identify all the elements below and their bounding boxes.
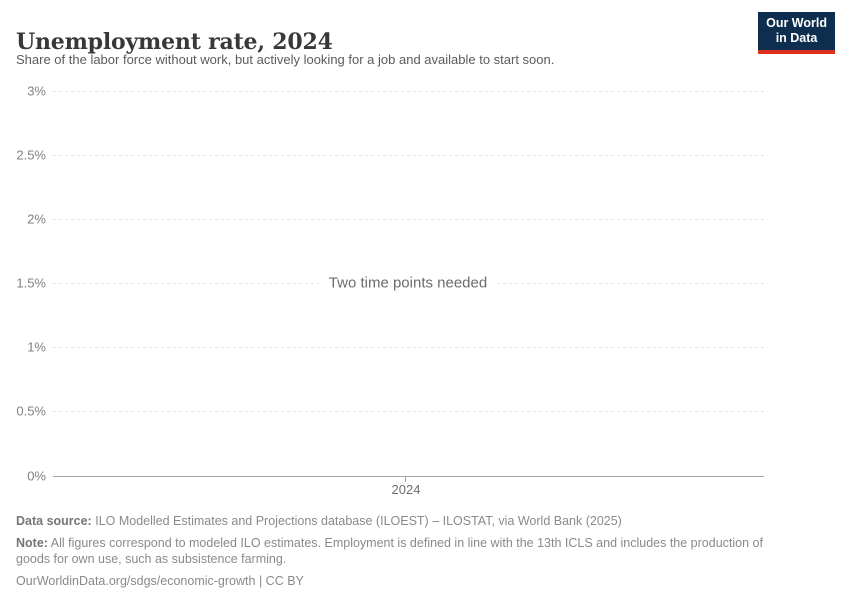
x-tick-label: 2024 bbox=[391, 482, 421, 497]
note-line: Note: All figures correspond to modeled … bbox=[16, 535, 794, 567]
page-title: Unemployment rate, 2024 bbox=[16, 28, 333, 55]
owid-url-link[interactable]: OurWorldinData.org/sdgs/economic-growth bbox=[16, 574, 256, 588]
attribution-line: OurWorldinData.org/sdgs/economic-growth … bbox=[16, 573, 816, 589]
y-tick-label: 3% bbox=[27, 83, 46, 99]
gridline bbox=[53, 91, 764, 92]
empty-chart-message: Two time points needed bbox=[318, 272, 498, 294]
data-source-line: Data source: ILO Modelled Estimates and … bbox=[16, 513, 816, 529]
owid-logo-text-line2: in Data bbox=[775, 31, 818, 46]
separator: | bbox=[258, 574, 263, 588]
gridline bbox=[53, 219, 764, 220]
note-label: Note: bbox=[16, 536, 48, 550]
owid-logo-text-line1: Our World bbox=[766, 16, 827, 30]
plot-area: 3% 2.5% 2% 1.5% 1% 0.5% 0% Two time poin… bbox=[16, 83, 764, 497]
gridline bbox=[53, 155, 764, 156]
gridline bbox=[53, 347, 764, 348]
y-tick-label: 0.5% bbox=[16, 403, 46, 419]
gridline bbox=[53, 411, 764, 412]
chart-footer: Data source: ILO Modelled Estimates and … bbox=[16, 513, 816, 595]
y-tick-label: 2% bbox=[27, 211, 46, 227]
owid-logo[interactable]: Our World in Data bbox=[758, 12, 835, 54]
y-tick-label: 0% bbox=[27, 468, 46, 484]
license-text: CC BY bbox=[265, 574, 304, 588]
data-source-label: Data source: bbox=[16, 514, 92, 528]
data-source-text: ILO Modelled Estimates and Projections d… bbox=[95, 514, 622, 528]
x-tick-mark bbox=[405, 477, 406, 482]
y-tick-label: 1% bbox=[27, 339, 46, 355]
axis-line bbox=[53, 476, 764, 477]
chart-subtitle: Share of the labor force without work, b… bbox=[16, 52, 555, 67]
note-text: All figures correspond to modeled ILO es… bbox=[16, 536, 763, 566]
y-tick-label: 2.5% bbox=[16, 147, 46, 163]
y-tick-label: 1.5% bbox=[16, 275, 46, 291]
